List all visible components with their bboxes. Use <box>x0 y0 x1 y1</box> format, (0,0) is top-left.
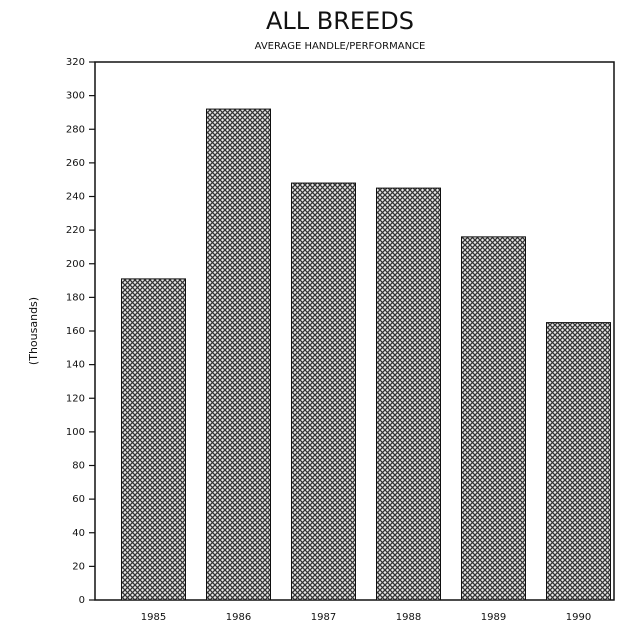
bar <box>291 182 356 601</box>
y-tick-label: 280 <box>66 124 85 135</box>
y-axis-label: (Thousands) <box>27 297 40 365</box>
y-tick-label: 300 <box>66 91 85 102</box>
y-tick-label: 80 <box>72 461 85 472</box>
y-tick-label: 220 <box>66 225 85 236</box>
bar <box>461 236 526 601</box>
chart-subtitle: AVERAGE HANDLE/PERFORMANCE <box>255 41 426 52</box>
chart-title: ALL BREEDS <box>266 7 414 35</box>
x-tick-label: 1989 <box>481 612 506 623</box>
y-tick-label: 240 <box>66 192 85 203</box>
y-tick-label: 160 <box>66 326 85 337</box>
y-tick-label: 140 <box>66 360 85 371</box>
bar <box>206 108 271 601</box>
bar <box>546 322 611 601</box>
y-tick-label: 260 <box>66 158 85 169</box>
y-tick-label: 0 <box>79 595 85 606</box>
x-tick-label: 1990 <box>566 612 591 623</box>
y-tick-label: 120 <box>66 393 85 404</box>
y-tick-label: 40 <box>72 528 85 539</box>
y-tick-label: 180 <box>66 292 85 303</box>
y-tick-label: 320 <box>66 57 85 68</box>
y-tick-label: 20 <box>72 561 85 572</box>
bar <box>121 278 186 601</box>
x-tick-label: 1987 <box>311 612 336 623</box>
y-tick-label: 60 <box>72 494 85 505</box>
bar <box>376 187 441 601</box>
y-tick-label: 200 <box>66 259 85 270</box>
x-tick-label: 1986 <box>226 612 251 623</box>
x-tick-label: 1985 <box>141 612 166 623</box>
x-tick-label: 1988 <box>396 612 421 623</box>
y-tick-label: 100 <box>66 427 85 438</box>
